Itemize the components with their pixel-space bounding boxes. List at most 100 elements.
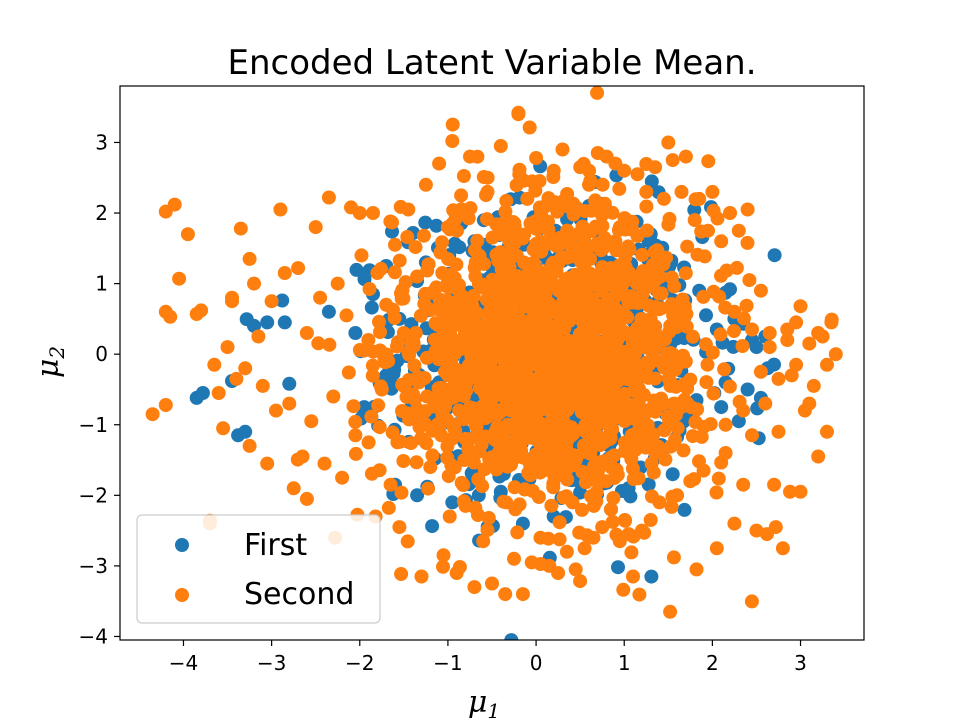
point-second	[484, 297, 498, 312]
point-second	[449, 306, 464, 321]
point-second	[427, 347, 442, 362]
point-second	[643, 513, 658, 527]
point-second	[492, 330, 507, 345]
point-second	[626, 569, 640, 584]
x-axis-label-main: μ	[468, 685, 488, 720]
point-second	[624, 545, 639, 560]
point-second	[550, 424, 565, 439]
point-second	[685, 429, 700, 444]
point-second	[603, 261, 618, 276]
point-second	[593, 431, 608, 445]
point-second	[489, 247, 504, 262]
point-second	[425, 448, 440, 463]
point-second	[373, 325, 387, 339]
point-second	[406, 339, 421, 354]
point-second	[678, 266, 693, 281]
point-second	[767, 477, 782, 492]
point-second	[502, 234, 517, 249]
point-second	[513, 417, 528, 431]
point-second	[709, 541, 724, 556]
point-second	[542, 233, 557, 248]
point-second	[454, 475, 469, 490]
point-second	[706, 386, 721, 401]
point-second	[444, 458, 459, 473]
point-second	[426, 399, 441, 414]
point-second	[532, 357, 547, 372]
point-second	[348, 428, 363, 443]
point-second	[626, 472, 641, 486]
point-second	[688, 415, 703, 429]
point-second	[612, 181, 627, 196]
point-second	[674, 397, 689, 411]
point-second	[392, 520, 407, 535]
y-axis: −4 −3 −2 −1 0 1 2 3	[79, 130, 120, 648]
point-first	[445, 495, 460, 510]
point-second	[383, 477, 398, 492]
point-second	[820, 357, 834, 372]
point-second	[666, 347, 680, 362]
point-second	[517, 378, 532, 393]
point-second	[515, 587, 530, 602]
point-second	[635, 247, 650, 262]
point-second	[570, 299, 585, 314]
point-second	[365, 358, 380, 373]
point-second	[537, 199, 552, 214]
x-tick-label: −1	[433, 651, 462, 675]
plot-frame	[119, 85, 865, 641]
point-second	[555, 142, 570, 157]
point-second	[652, 495, 667, 510]
point-second	[498, 587, 513, 602]
point-second	[364, 466, 379, 481]
point-second	[604, 502, 618, 517]
point-second	[489, 382, 504, 397]
point-second	[546, 163, 561, 178]
point-second	[670, 488, 685, 503]
x-tick-label: −3	[257, 651, 286, 675]
point-second	[163, 309, 178, 324]
point-second	[617, 211, 632, 226]
point-second	[783, 484, 797, 499]
point-second	[668, 432, 683, 447]
point-second	[639, 184, 654, 199]
point-first	[749, 340, 764, 355]
point-second	[581, 389, 596, 404]
point-second	[475, 479, 490, 494]
point-second	[528, 345, 543, 360]
x-axis: −4 −3 −2 −1 0 1 2 3	[169, 640, 807, 675]
point-second	[637, 337, 652, 352]
point-second	[456, 494, 471, 509]
point-second	[372, 314, 386, 329]
point-first	[611, 560, 625, 575]
point-second	[487, 427, 502, 441]
point-second	[558, 466, 573, 481]
x-tick-label: −2	[345, 651, 374, 675]
point-second	[330, 276, 345, 291]
point-second	[768, 520, 783, 535]
point-second	[396, 454, 411, 468]
point-second	[595, 520, 610, 535]
point-second	[496, 494, 511, 509]
point-second	[605, 422, 620, 437]
point-second	[589, 484, 604, 499]
point-second	[591, 280, 606, 294]
point-second	[366, 206, 380, 220]
point-second	[396, 291, 411, 306]
point-second	[493, 139, 508, 153]
point-second	[498, 204, 513, 219]
point-second	[578, 475, 593, 490]
point-second	[533, 434, 548, 449]
point-second	[583, 252, 598, 266]
point-second	[687, 213, 702, 228]
point-second	[626, 353, 641, 368]
point-second	[560, 187, 575, 201]
point-second	[341, 365, 356, 380]
point-second	[383, 214, 398, 229]
point-second	[611, 223, 626, 238]
point-second	[617, 513, 632, 527]
point-second	[524, 555, 539, 570]
point-second	[442, 509, 457, 524]
point-second	[583, 321, 598, 335]
point-second	[520, 279, 535, 294]
point-second	[645, 346, 660, 361]
point-second	[395, 377, 410, 392]
